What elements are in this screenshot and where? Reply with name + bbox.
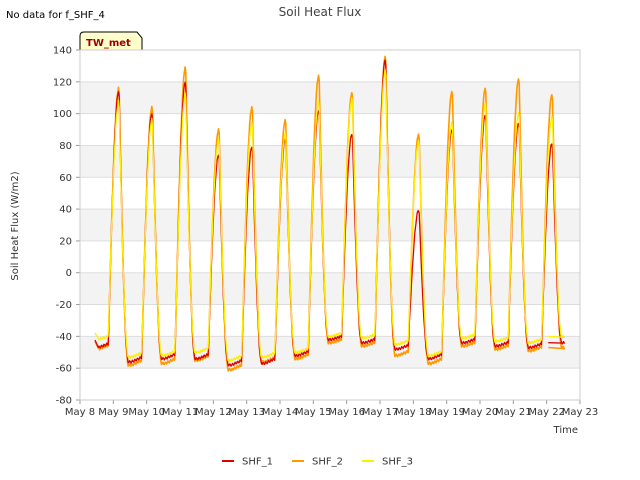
x-tick-label: May 23 xyxy=(562,407,599,418)
grid-band xyxy=(80,240,580,273)
x-tick-label: May 8 xyxy=(65,407,95,418)
y-tick-label: -80 xyxy=(56,396,72,407)
y-tick-label: 140 xyxy=(53,46,72,57)
x-tick-label: May 11 xyxy=(162,407,199,418)
y-tick-label: 100 xyxy=(53,109,72,120)
y-tick-label: 40 xyxy=(59,205,72,216)
y-tick-label: 60 xyxy=(59,173,72,184)
x-tick-label: May 10 xyxy=(128,407,165,418)
y-axis-title: Soil Heat Flux (W/m2) xyxy=(10,171,21,280)
x-tick-label: May 22 xyxy=(528,407,565,418)
legend: SHF_1 SHF_2 SHF_3 xyxy=(222,457,413,468)
tw-met-badge: TW_met xyxy=(79,31,143,51)
grid-band xyxy=(80,145,580,178)
series-lines xyxy=(94,55,566,372)
chart-title: Soil Heat Flux xyxy=(279,5,362,19)
y-tick-label: 20 xyxy=(59,236,72,247)
x-tick-label: May 9 xyxy=(98,407,128,418)
grid-band xyxy=(80,272,580,305)
tw-met-badge-label: TW_met xyxy=(86,38,131,49)
plot-frame xyxy=(79,49,581,401)
x-tick-label: May 20 xyxy=(462,407,499,418)
series-line-shf-3 xyxy=(94,68,565,363)
y-tick-label: 0 xyxy=(66,268,72,279)
grid-band xyxy=(80,368,580,400)
y-tick-label: 80 xyxy=(59,141,72,152)
y-tick-label: -60 xyxy=(56,364,72,375)
grid-band xyxy=(80,113,580,146)
legend-label: SHF_2 xyxy=(312,457,343,468)
y-tick-label: 120 xyxy=(53,77,72,88)
grid-band xyxy=(80,50,580,82)
legend-label: SHF_1 xyxy=(242,457,273,468)
grid-band xyxy=(80,209,580,241)
x-tick-label: May 21 xyxy=(495,407,532,418)
x-tick-label: May 13 xyxy=(228,407,265,418)
y-tick-label: -20 xyxy=(56,300,72,311)
x-tick-label: May 19 xyxy=(428,407,465,418)
x-tick-label: May 18 xyxy=(395,407,432,418)
grid-band xyxy=(80,81,580,114)
x-tick-label: May 14 xyxy=(262,407,299,418)
y-tick-label: -40 xyxy=(56,332,72,343)
x-axis-title: Time xyxy=(553,425,578,436)
x-tick-label: May 17 xyxy=(362,407,399,418)
grid-band xyxy=(80,177,580,210)
no-data-note: No data for f_SHF_4 xyxy=(6,10,105,21)
x-tick-label: May 16 xyxy=(328,407,365,418)
x-tick-label: May 12 xyxy=(195,407,232,418)
y-axis: -80 -60 -40 -20 0 20 40 60 80 100 120 140 xyxy=(53,46,80,407)
grid-band xyxy=(80,304,580,337)
legend-label: SHF_3 xyxy=(382,457,413,468)
x-tick-label: May 15 xyxy=(295,407,332,418)
